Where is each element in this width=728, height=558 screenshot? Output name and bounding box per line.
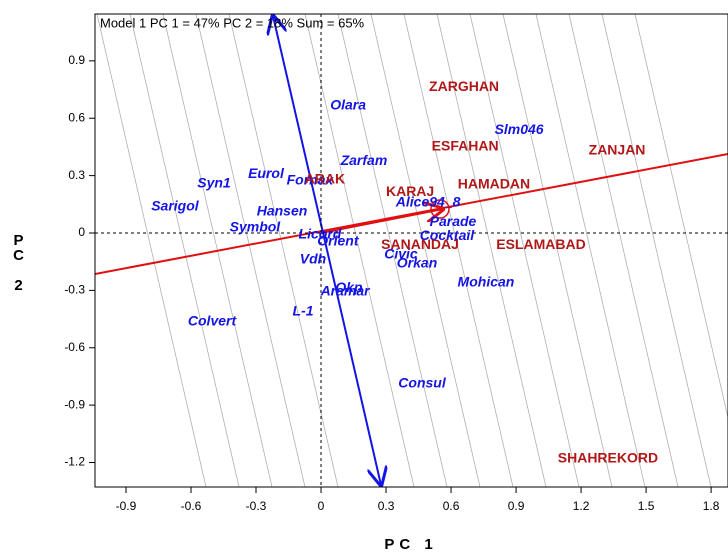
point-label: Symbol (230, 219, 282, 235)
point-label: Zarfam (340, 152, 388, 168)
point-label: HAMADAN (458, 176, 530, 192)
x-tick-label: -0.9 (116, 499, 137, 513)
y-tick-label: 0 (78, 225, 85, 239)
point-label: Syn1 (197, 175, 231, 191)
chart-title: Model 1 PC 1 = 47% PC 2 = 18% Sum = 65% (100, 15, 365, 30)
y-tick-label: -1.2 (64, 455, 85, 469)
point-label: Parade (430, 213, 477, 229)
point-label: Orient (317, 233, 360, 249)
y-tick-label: -0.6 (64, 340, 85, 354)
point-label: Cocktail (420, 227, 476, 243)
x-tick-label: 1.5 (638, 499, 655, 513)
point-label: SANANDAJ (381, 236, 459, 252)
guide-lines (95, 14, 728, 487)
point-label: Mohican (458, 274, 515, 290)
point-label: Sarigol (151, 198, 200, 214)
x-tick-label: 0 (318, 499, 325, 513)
point-label: Okp (335, 279, 363, 295)
x-axis-label: PC 1 (384, 536, 437, 553)
x-tick-label: 0.3 (378, 499, 395, 513)
x-tick-label: -0.3 (246, 499, 267, 513)
x-tick-label: 1.2 (573, 499, 590, 513)
y-tick-label: 0.6 (68, 110, 85, 124)
point-label: Orkan (397, 255, 437, 271)
plot-frame (94, 13, 728, 488)
point-label: SHAHREKORD (558, 450, 658, 466)
y-tick-label: -0.9 (64, 397, 85, 411)
point-label: Colvert (188, 313, 238, 329)
point-label: L-1 (293, 303, 314, 319)
y-axis-label: PC 2 (10, 232, 27, 292)
point-label: ZARGHAN (429, 78, 499, 94)
point-label: ESLAMABAD (496, 236, 585, 252)
point-label: Civic (384, 246, 418, 262)
y-tick-label: -0.3 (64, 283, 85, 297)
point-label: ESFAHAN (432, 138, 499, 154)
point-label: ARAK (305, 171, 345, 187)
point-label: Olara (330, 97, 366, 113)
point-label: Slm046 (495, 121, 544, 137)
point-label: Consul (398, 375, 447, 391)
y-tick-label: 0.9 (68, 53, 85, 67)
point-label: Hansen (257, 203, 308, 219)
y-tick-label: 0.3 (68, 168, 85, 182)
point-label: ZANJAN (589, 142, 646, 158)
point-label: Eurol (248, 165, 285, 181)
x-tick-label: 0.9 (508, 499, 525, 513)
x-tick-label: -0.6 (181, 499, 202, 513)
point-label: Fornax (287, 172, 335, 188)
point-label: KARAJ (386, 183, 434, 199)
point-label: Licord (299, 226, 342, 242)
x-tick-label: 0.6 (443, 499, 460, 513)
x-tick-label: 1.8 (703, 499, 720, 513)
point-label: Aramar (320, 283, 372, 299)
point-label: Alice94_8 (395, 194, 461, 210)
point-label: Vdh (300, 251, 326, 267)
